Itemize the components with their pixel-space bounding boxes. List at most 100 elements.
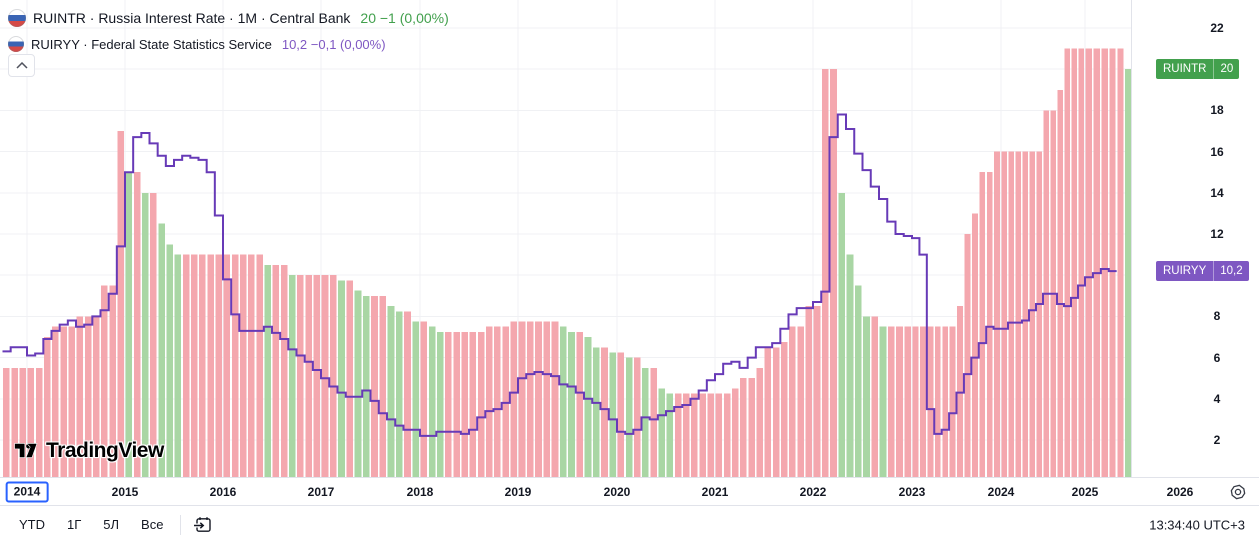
- rate-bar: [609, 352, 616, 477]
- rate-bar: [986, 172, 993, 477]
- rate-bar: [117, 131, 124, 477]
- rate-bar: [215, 254, 222, 477]
- rate-bar: [1109, 48, 1116, 477]
- rate-bar: [420, 321, 428, 477]
- range-button-1г[interactable]: 1Г: [67, 517, 82, 532]
- range-button-все[interactable]: Все: [141, 517, 164, 532]
- tag-value: 20: [1220, 63, 1234, 76]
- rate-bar: [101, 285, 108, 477]
- rate-bar: [11, 367, 18, 477]
- chart-plot-area[interactable]: [0, 0, 1131, 477]
- rate-bar: [166, 244, 173, 477]
- rate-bar: [1093, 48, 1100, 477]
- rate-bar: [485, 326, 493, 477]
- rate-bar: [297, 275, 304, 477]
- watermark-text: TradingView: [46, 438, 164, 462]
- rate-bar: [264, 264, 271, 477]
- rate-bar: [846, 254, 854, 477]
- rate-bar: [650, 367, 657, 477]
- range-button-5л[interactable]: 5Л: [103, 517, 120, 532]
- price-chart-canvas[interactable]: [0, 0, 1131, 477]
- x-axis-tick-2024: 2024: [987, 484, 1015, 499]
- go-to-date-button[interactable]: [189, 512, 217, 538]
- symbol-title: RUINTR · Russia Interest Rate · 1M · Cen…: [33, 10, 351, 26]
- y-axis-tick: 12: [1210, 227, 1224, 241]
- rate-bar: [740, 378, 747, 477]
- rate-bar: [715, 393, 723, 477]
- rate-bar: [19, 367, 26, 477]
- x-axis-tick-2016: 2016: [209, 484, 237, 499]
- rate-bar: [494, 326, 501, 477]
- rate-bar: [642, 367, 649, 477]
- axis-settings-gear-icon[interactable]: [1227, 481, 1249, 503]
- symbol-title: RUIRYY · Federal State Statistics Servic…: [31, 36, 272, 52]
- rate-bar: [658, 388, 665, 477]
- bottom-toolbar: YTD 1Г 5Л Все 13:34:40 UTC+3: [0, 505, 1259, 543]
- rate-bar: [395, 311, 403, 477]
- clock-timezone-button[interactable]: 13:34:40 UTC+3: [1149, 517, 1245, 532]
- rate-bar: [927, 326, 934, 477]
- rate-bar: [43, 337, 51, 477]
- price-axis[interactable]: 246810121416182022RUINTR20RUIRYY10,2: [1131, 0, 1259, 477]
- rate-bar: [1036, 151, 1042, 477]
- calendar-arrow-icon: [193, 517, 211, 532]
- toolbar-separator: [180, 514, 182, 535]
- rate-bar: [942, 326, 949, 477]
- legend-row-ruiryy[interactable]: RUIRYY · Federal State Statistics Servic…: [8, 31, 449, 57]
- rate-bar: [912, 326, 919, 477]
- rate-bar: [436, 331, 444, 477]
- rate-bar: [174, 254, 182, 477]
- rate-bar: [477, 331, 485, 477]
- rate-bar: [764, 347, 772, 477]
- rate-bar: [920, 326, 926, 477]
- range-button-ytd[interactable]: YTD: [19, 517, 45, 532]
- rate-bar: [625, 357, 633, 477]
- rate-bar: [150, 192, 157, 477]
- rate-bar: [239, 254, 247, 477]
- rate-bar: [141, 192, 149, 477]
- rate-bar: [707, 393, 714, 477]
- rate-bar: [68, 326, 75, 477]
- y-axis-tick: 8: [1213, 309, 1221, 324]
- rate-bar: [535, 321, 542, 477]
- rate-bar: [272, 264, 280, 477]
- tag-divider: [1213, 261, 1215, 282]
- rate-bar: [248, 254, 255, 477]
- symbol-value: 20 −1 (0,00%): [360, 10, 449, 26]
- rate-bar: [964, 234, 971, 477]
- collapse-legend-button[interactable]: [8, 54, 35, 77]
- rate-bar: [35, 367, 43, 477]
- legend: RUINTR · Russia Interest Rate · 1M · Cen…: [8, 5, 449, 57]
- rate-bar: [896, 326, 903, 477]
- rate-bar: [666, 393, 674, 477]
- rate-bar: [934, 326, 941, 477]
- time-axis[interactable]: 2014 2015 2016 2017 2018 2019 2020 2021 2022 2023…: [0, 477, 1259, 505]
- inflation-step-line: [2, 113, 1117, 437]
- range-buttons: YTD 1Г 5Л Все: [0, 513, 172, 536]
- rate-bar: [551, 321, 559, 477]
- rate-bar: [387, 306, 395, 477]
- legend-row-ruintr[interactable]: RUINTR · Russia Interest Rate · 1M · Cen…: [8, 5, 449, 31]
- rate-bar: [461, 331, 468, 477]
- tradingview-logo-icon: [14, 443, 38, 458]
- rate-bar: [748, 378, 755, 477]
- x-axis-tick-2023: 2023: [898, 484, 926, 499]
- rate-bar: [957, 306, 963, 477]
- rate-bar: [568, 331, 575, 477]
- rate-bar: [805, 306, 812, 477]
- rate-bar: [1029, 151, 1035, 477]
- rate-bar: [1001, 151, 1007, 477]
- rate-bar: [821, 69, 829, 477]
- rate-bar: [871, 316, 878, 477]
- rate-bar: [1085, 48, 1092, 477]
- rate-bar: [1008, 151, 1014, 477]
- rate-bar: [52, 326, 59, 477]
- x-axis-tick-2018: 2018: [406, 484, 434, 499]
- rate-bar: [691, 393, 698, 477]
- y-axis-tick: 16: [1210, 144, 1224, 159]
- rate-bar: [994, 151, 1000, 477]
- rate-bar: [256, 254, 263, 477]
- x-axis-tick-2022: 2022: [799, 484, 827, 499]
- rate-bar: [813, 306, 821, 477]
